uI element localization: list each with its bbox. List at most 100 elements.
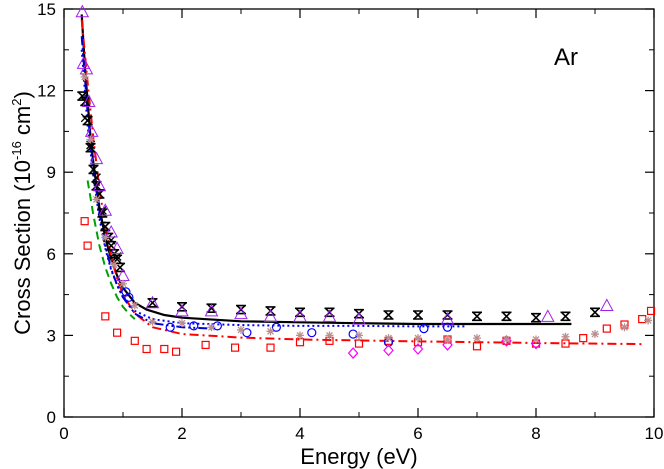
- square-point: [231, 343, 240, 352]
- asterisk-point: [532, 335, 540, 344]
- asterisk-point: [86, 135, 95, 144]
- x-tick-label: 2: [177, 424, 186, 443]
- errorbar-cross-point: [472, 311, 482, 322]
- data-markers: [75, 4, 656, 359]
- errorbar-cross-point: [295, 307, 305, 318]
- square-point: [646, 306, 656, 316]
- triangle-point: [352, 312, 366, 325]
- square-point: [130, 336, 139, 345]
- asterisk-point: [148, 317, 157, 326]
- triangle-point: [322, 309, 337, 322]
- y-axis-title: Cross Section (10-16 cm2): [9, 91, 35, 335]
- asterisk-point: [502, 335, 511, 344]
- errorbar-cross-point: [88, 164, 99, 175]
- triangle-point: [234, 306, 248, 320]
- y-tick-label: 3: [47, 326, 56, 345]
- errorbar-cross-point: [413, 310, 423, 320]
- x-tick-label: 4: [295, 424, 304, 443]
- y-tick-label: 9: [47, 163, 56, 182]
- circle-point: [124, 292, 134, 302]
- errorbar-cross-point: [383, 310, 394, 320]
- errorbar-cross-point: [590, 307, 600, 318]
- asterisk-point: [473, 334, 481, 343]
- asterisk-point: [80, 73, 89, 81]
- triangle-point: [204, 303, 219, 317]
- curve-dashed: [86, 180, 136, 320]
- square-point: [83, 241, 92, 250]
- square-point: [266, 343, 275, 352]
- asterisk-point: [591, 330, 599, 339]
- element-annotation: Ar: [554, 44, 578, 71]
- curve-dashdot: [80, 19, 643, 346]
- errorbar-cross-point: [206, 303, 217, 313]
- triangle-point: [110, 241, 124, 254]
- x-point: [80, 113, 90, 123]
- triangle-point: [75, 4, 90, 18]
- square-point: [354, 339, 364, 348]
- square-point: [142, 344, 151, 354]
- square-point: [101, 312, 110, 321]
- square-point: [472, 342, 482, 351]
- circle-point: [165, 322, 175, 332]
- errorbar-cross-point: [560, 311, 571, 322]
- errorbar-cross-point: [77, 91, 88, 101]
- square-point: [112, 328, 122, 337]
- curve-dashdotdot: [80, 36, 212, 330]
- circle-point: [121, 287, 131, 297]
- asterisk-point: [119, 279, 127, 288]
- triangle-point: [98, 203, 113, 216]
- diamond-point: [347, 347, 359, 359]
- triangle-point: [293, 309, 307, 322]
- triangle-point: [263, 309, 278, 322]
- y-tick-label: 12: [37, 82, 56, 101]
- errorbar-cross-point: [501, 311, 512, 322]
- axis-ticks: 0 2 4 6 8 10 0 3 6 9 12 15: [37, 0, 663, 443]
- triangle-point: [79, 61, 94, 75]
- errorbar-cross-point: [115, 262, 126, 273]
- circle-point: [348, 329, 358, 339]
- errorbar-cross-point: [106, 240, 117, 251]
- asterisk-point: [266, 327, 275, 336]
- triangle-point: [540, 309, 555, 322]
- triangle-point: [89, 151, 104, 165]
- circle-point: [189, 321, 199, 331]
- triangle-point: [175, 303, 189, 317]
- triangle-point: [145, 295, 160, 309]
- asterisk-point: [130, 301, 139, 310]
- asterisk-point: [414, 334, 422, 343]
- asterisk-point: [443, 335, 452, 344]
- errorbar-cross-point: [100, 221, 111, 232]
- square-point: [579, 334, 588, 343]
- triangle-point: [81, 94, 96, 107]
- y-tick-label: 6: [47, 245, 56, 264]
- circle-point: [271, 322, 281, 332]
- y-tick-label: 0: [47, 408, 56, 427]
- square-point: [561, 339, 570, 348]
- square-point: [638, 314, 647, 324]
- square-point: [201, 340, 210, 350]
- x-tick-label: 6: [413, 424, 422, 443]
- errorbar-cross-point: [236, 304, 246, 315]
- asterisk-point: [110, 260, 119, 269]
- square-point: [160, 344, 169, 354]
- errorbar-cross-point: [85, 142, 96, 153]
- diamond-point: [412, 343, 424, 355]
- curve-solid: [80, 14, 572, 326]
- asterisk-point: [207, 323, 216, 332]
- y-tick-label: 15: [37, 0, 56, 19]
- circle-point: [212, 321, 222, 331]
- triangle-point: [104, 224, 119, 238]
- asterisk-point: [384, 334, 393, 343]
- triangle-point: [599, 298, 614, 311]
- errorbar-cross-point: [442, 310, 453, 320]
- circle-point: [307, 328, 317, 338]
- triangle-point: [84, 124, 99, 137]
- asterisk-point: [101, 233, 110, 242]
- errorbar-cross-point: [324, 307, 335, 318]
- errorbar-cross-point: [147, 297, 158, 308]
- circle-point: [442, 322, 453, 332]
- asterisk-point: [178, 319, 186, 328]
- asterisk-point: [561, 332, 570, 341]
- curve-dotted: [80, 49, 466, 328]
